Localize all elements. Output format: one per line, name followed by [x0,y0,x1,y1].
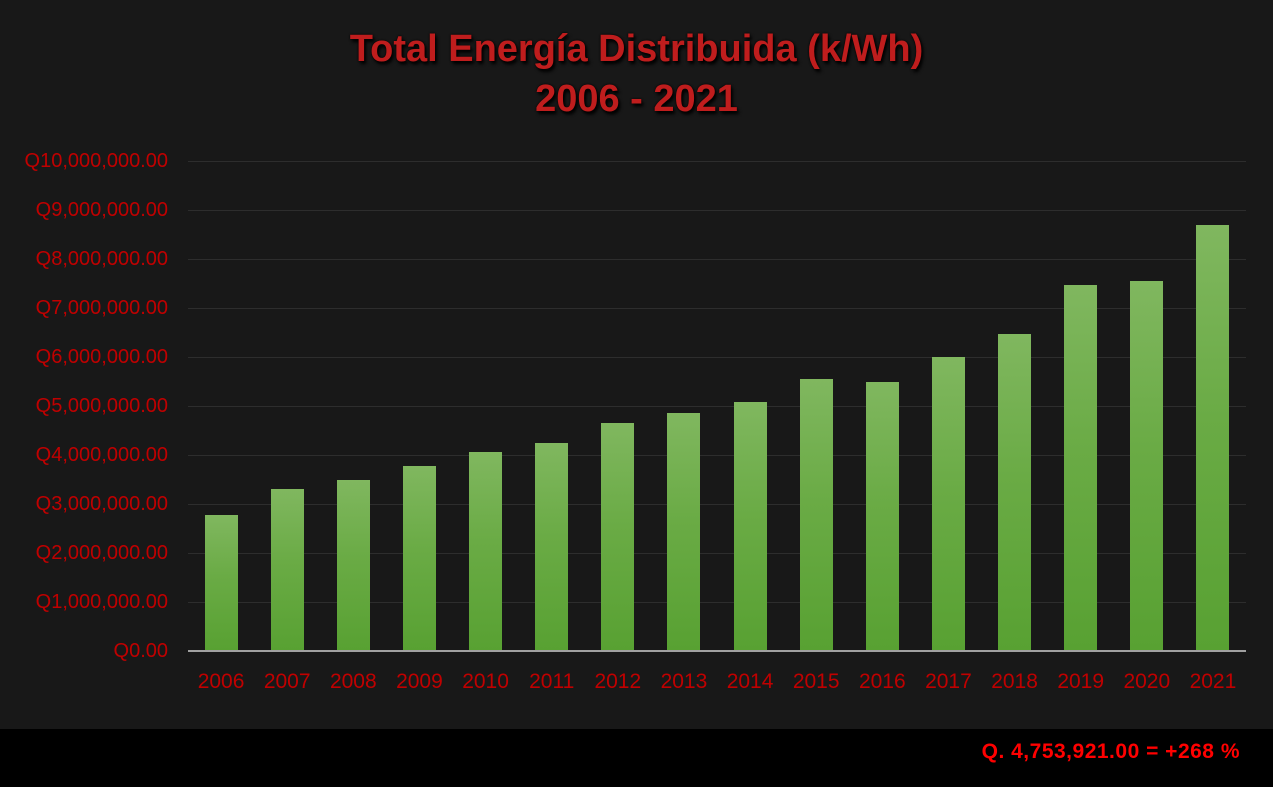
y-tick-label: Q1,000,000.00 [35,591,168,613]
bar-2014[interactable] [733,401,767,651]
bar-2006[interactable] [204,514,238,651]
x-tick-label-2019: 2019 [1057,670,1105,693]
bar-2007[interactable] [270,488,304,651]
bar-2009[interactable] [402,466,436,651]
x-tick-label-2016: 2016 [858,670,906,693]
footer-band: Q. 4,753,921.00 = +268 % [0,729,1273,787]
x-tick-label-2014: 2014 [726,670,774,693]
x-tick-label-2011: 2011 [529,670,575,693]
y-tick-label: Q4,000,000.00 [35,444,168,466]
bar-slot-2018 [982,161,1048,651]
bar-slot-2020 [1114,161,1180,651]
bar-2012[interactable] [601,423,635,651]
bar-slot-2009 [386,161,452,651]
y-axis: Q10,000,000.00 Q9,000,000.00 Q8,000,000.00… [0,150,168,675]
y-tick-label: Q7,000,000.00 [35,297,168,319]
bar-slot-2008 [320,161,386,651]
gridline [188,308,1246,309]
gridline [188,504,1246,505]
bar-series [188,161,1246,651]
bar-2021[interactable] [1196,225,1230,651]
gridline [188,259,1246,260]
x-tick-label-2006: 2006 [197,670,245,693]
x-tick-label-2009: 2009 [396,670,443,693]
bar-2013[interactable] [667,413,701,651]
plot-area [188,161,1246,652]
gridline [188,602,1246,603]
chart-title-line1: Total Energía Distribuida (k/Wh) [349,28,924,70]
chart-title-line2: 2006 - 2021 [535,78,738,120]
gridline [188,553,1246,554]
bar-slot-2010 [453,161,519,651]
bar-2017[interactable] [931,357,965,651]
summary-annotation: Q. 4,753,921.00 = +268 % [981,740,1240,763]
bar-2010[interactable] [469,452,503,651]
x-tick-label-2013: 2013 [660,670,708,693]
bar-slot-2021 [1180,161,1246,651]
x-axis-line [188,650,1246,652]
gridline [188,357,1246,358]
gridline [188,161,1246,162]
gridline [188,406,1246,407]
plot-background: Total Energía Distribuida (k/Wh) 2006 - … [0,0,1273,729]
y-tick-label: Q10,000,000.00 [24,150,168,172]
bar-slot-2017 [915,161,981,651]
x-tick-label-2018: 2018 [991,670,1038,693]
gridline [188,210,1246,211]
y-tick-label: Q2,000,000.00 [35,542,168,564]
y-tick-label: Q8,000,000.00 [35,248,168,270]
bar-2018[interactable] [998,333,1032,651]
bar-slot-2014 [717,161,783,651]
x-tick-label-2020: 2020 [1123,670,1171,693]
y-tick-label: Q9,000,000.00 [35,199,168,221]
bar-2008[interactable] [336,480,370,651]
x-tick-label-2017: 2017 [925,670,972,693]
x-tick-label-2021: 2021 [1189,670,1237,693]
x-tick-label-2012: 2012 [594,670,642,693]
gridline [188,455,1246,456]
bar-slot-2015 [783,161,849,651]
y-tick-label: Q3,000,000.00 [35,493,168,515]
x-axis: 2006 2007 2008 2009 2010 2011 2012 2013 2014 2015… [188,668,1246,696]
x-tick-label-2015: 2015 [792,670,840,693]
y-tick-label: Q6,000,000.00 [35,346,168,368]
bar-2016[interactable] [865,381,899,651]
bar-2020[interactable] [1130,281,1164,651]
bar-slot-2006 [188,161,254,651]
bar-slot-2011 [519,161,585,651]
y-tick-label: Q5,000,000.00 [35,395,168,417]
bar-slot-2007 [254,161,320,651]
bar-slot-2016 [849,161,915,651]
y-tick-label: Q0.00 [113,640,168,662]
bar-slot-2013 [651,161,717,651]
chart-title: Total Energía Distribuida (k/Wh) 2006 - … [0,24,1273,124]
x-tick-label-2007: 2007 [263,670,311,693]
bar-2019[interactable] [1064,284,1098,651]
bar-slot-2012 [585,161,651,651]
bar-slot-2019 [1048,161,1114,651]
bar-2011[interactable] [535,442,569,651]
x-tick-label-2010: 2010 [462,670,509,693]
x-tick-label-2008: 2008 [329,670,377,693]
bar-2015[interactable] [799,379,833,651]
